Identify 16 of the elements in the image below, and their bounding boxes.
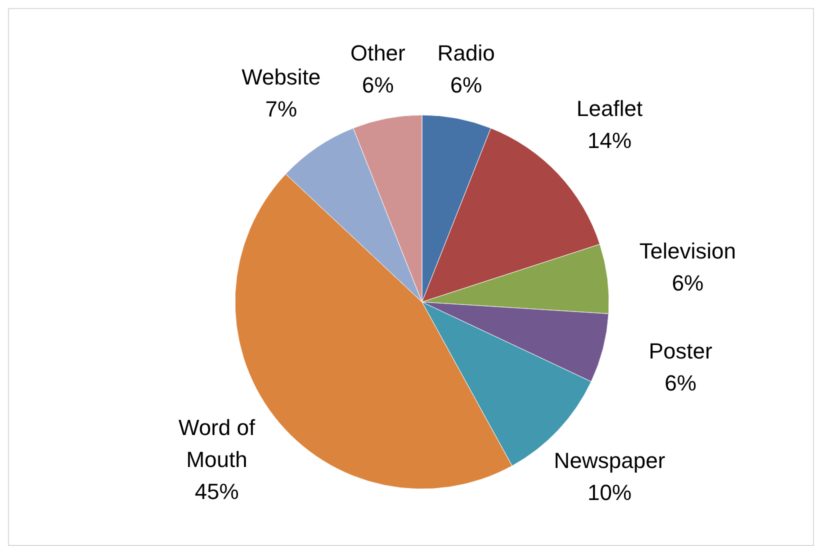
data-label: 6% [672,270,704,296]
data-label: 6% [362,72,394,98]
data-label: 6% [450,72,482,98]
slice-label: Website [242,64,321,90]
slice-label: Television [639,238,736,264]
slice-label: Word of Mouth [178,415,256,472]
slice-label: Other [350,40,406,66]
slice-label: Radio [437,40,495,66]
slice-label: Leaflet [576,96,643,121]
data-label: 7% [265,96,298,122]
data-label: 6% [664,370,696,396]
data-label: 10% [588,480,632,505]
slice-label: Poster [648,338,712,364]
data-label: 45% [194,479,239,504]
data-label: 14% [588,128,632,153]
slice-label: Newspaper [554,448,666,473]
